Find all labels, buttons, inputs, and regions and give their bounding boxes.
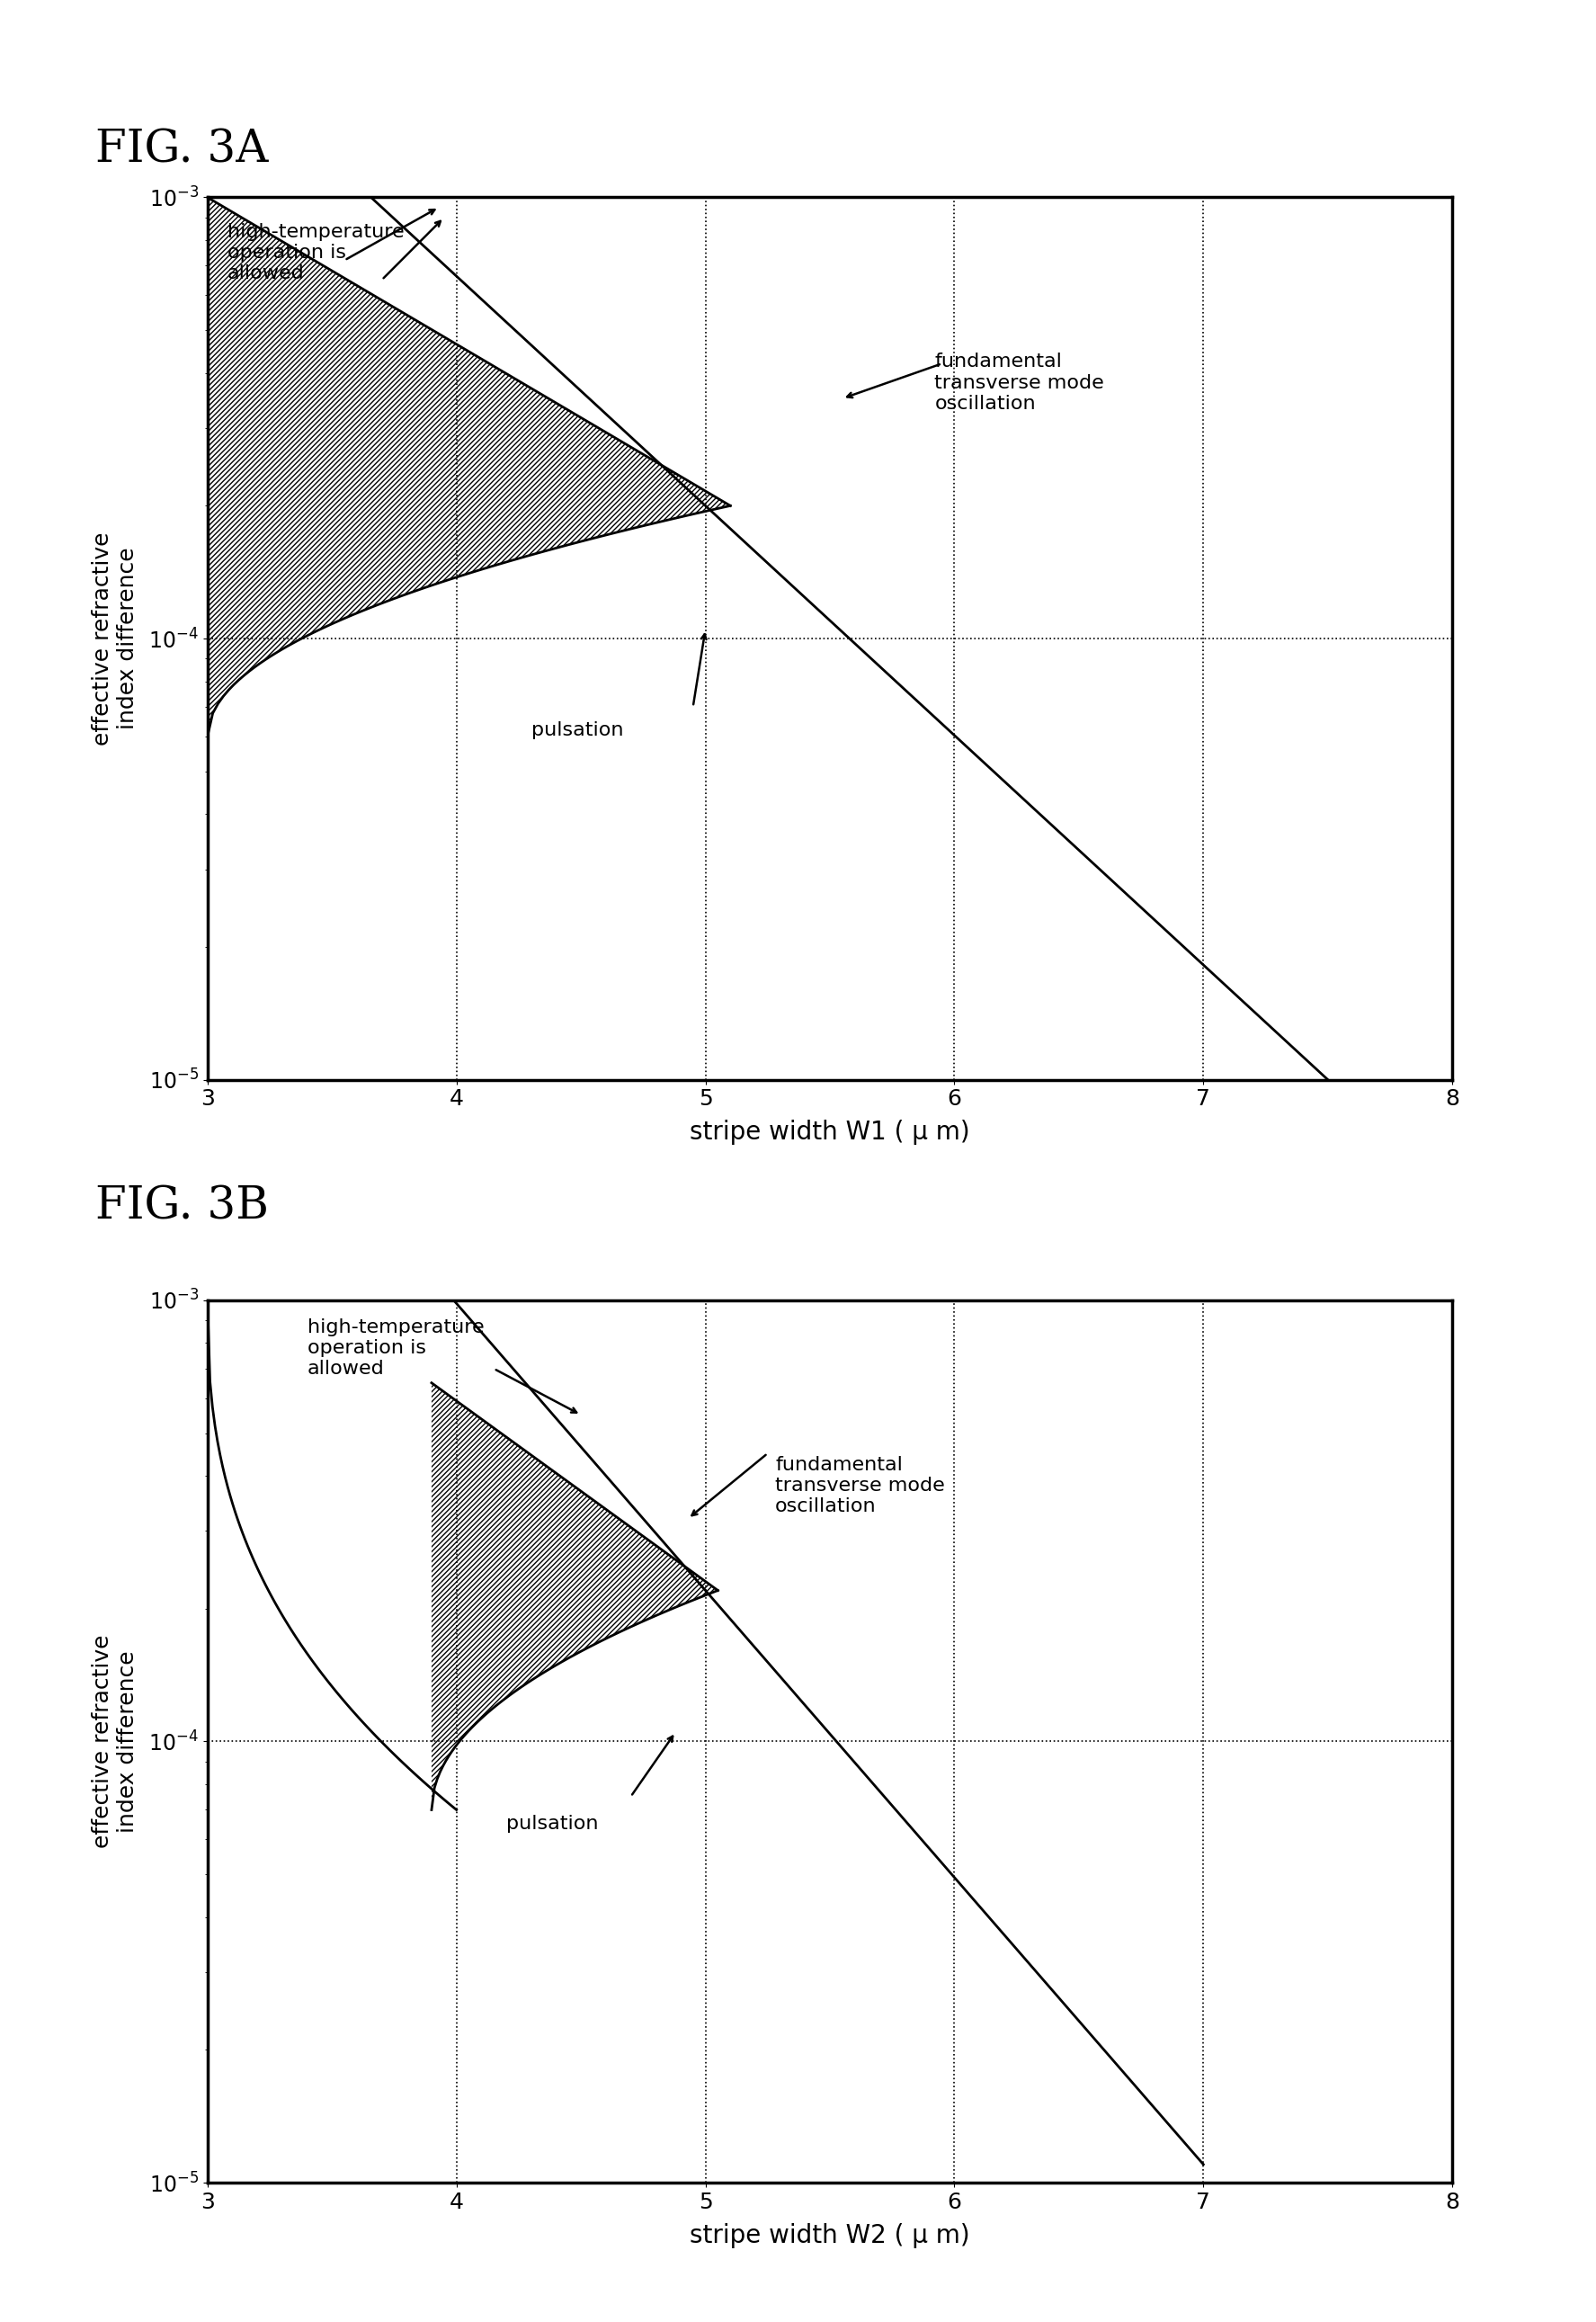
Text: high-temperature
operation is
allowed: high-temperature operation is allowed <box>306 1319 484 1377</box>
Text: fundamental
transverse mode
oscillation: fundamental transverse mode oscillation <box>776 1456 945 1516</box>
Y-axis label: effective refractive
index difference: effective refractive index difference <box>93 532 139 745</box>
X-axis label: stripe width W1 ( μ m): stripe width W1 ( μ m) <box>689 1119 970 1145</box>
Y-axis label: effective refractive
index difference: effective refractive index difference <box>93 1635 139 1848</box>
Text: pulsation: pulsation <box>531 722 624 738</box>
Text: pulsation: pulsation <box>506 1816 598 1832</box>
Text: FIG. 3B: FIG. 3B <box>96 1184 270 1228</box>
Text: FIG. 3A: FIG. 3A <box>96 128 268 172</box>
Text: high-temperature
operation is
allowed: high-temperature operation is allowed <box>227 223 404 283</box>
Text: fundamental
transverse mode
oscillation: fundamental transverse mode oscillation <box>935 353 1104 413</box>
X-axis label: stripe width W2 ( μ m): stripe width W2 ( μ m) <box>689 2222 970 2248</box>
